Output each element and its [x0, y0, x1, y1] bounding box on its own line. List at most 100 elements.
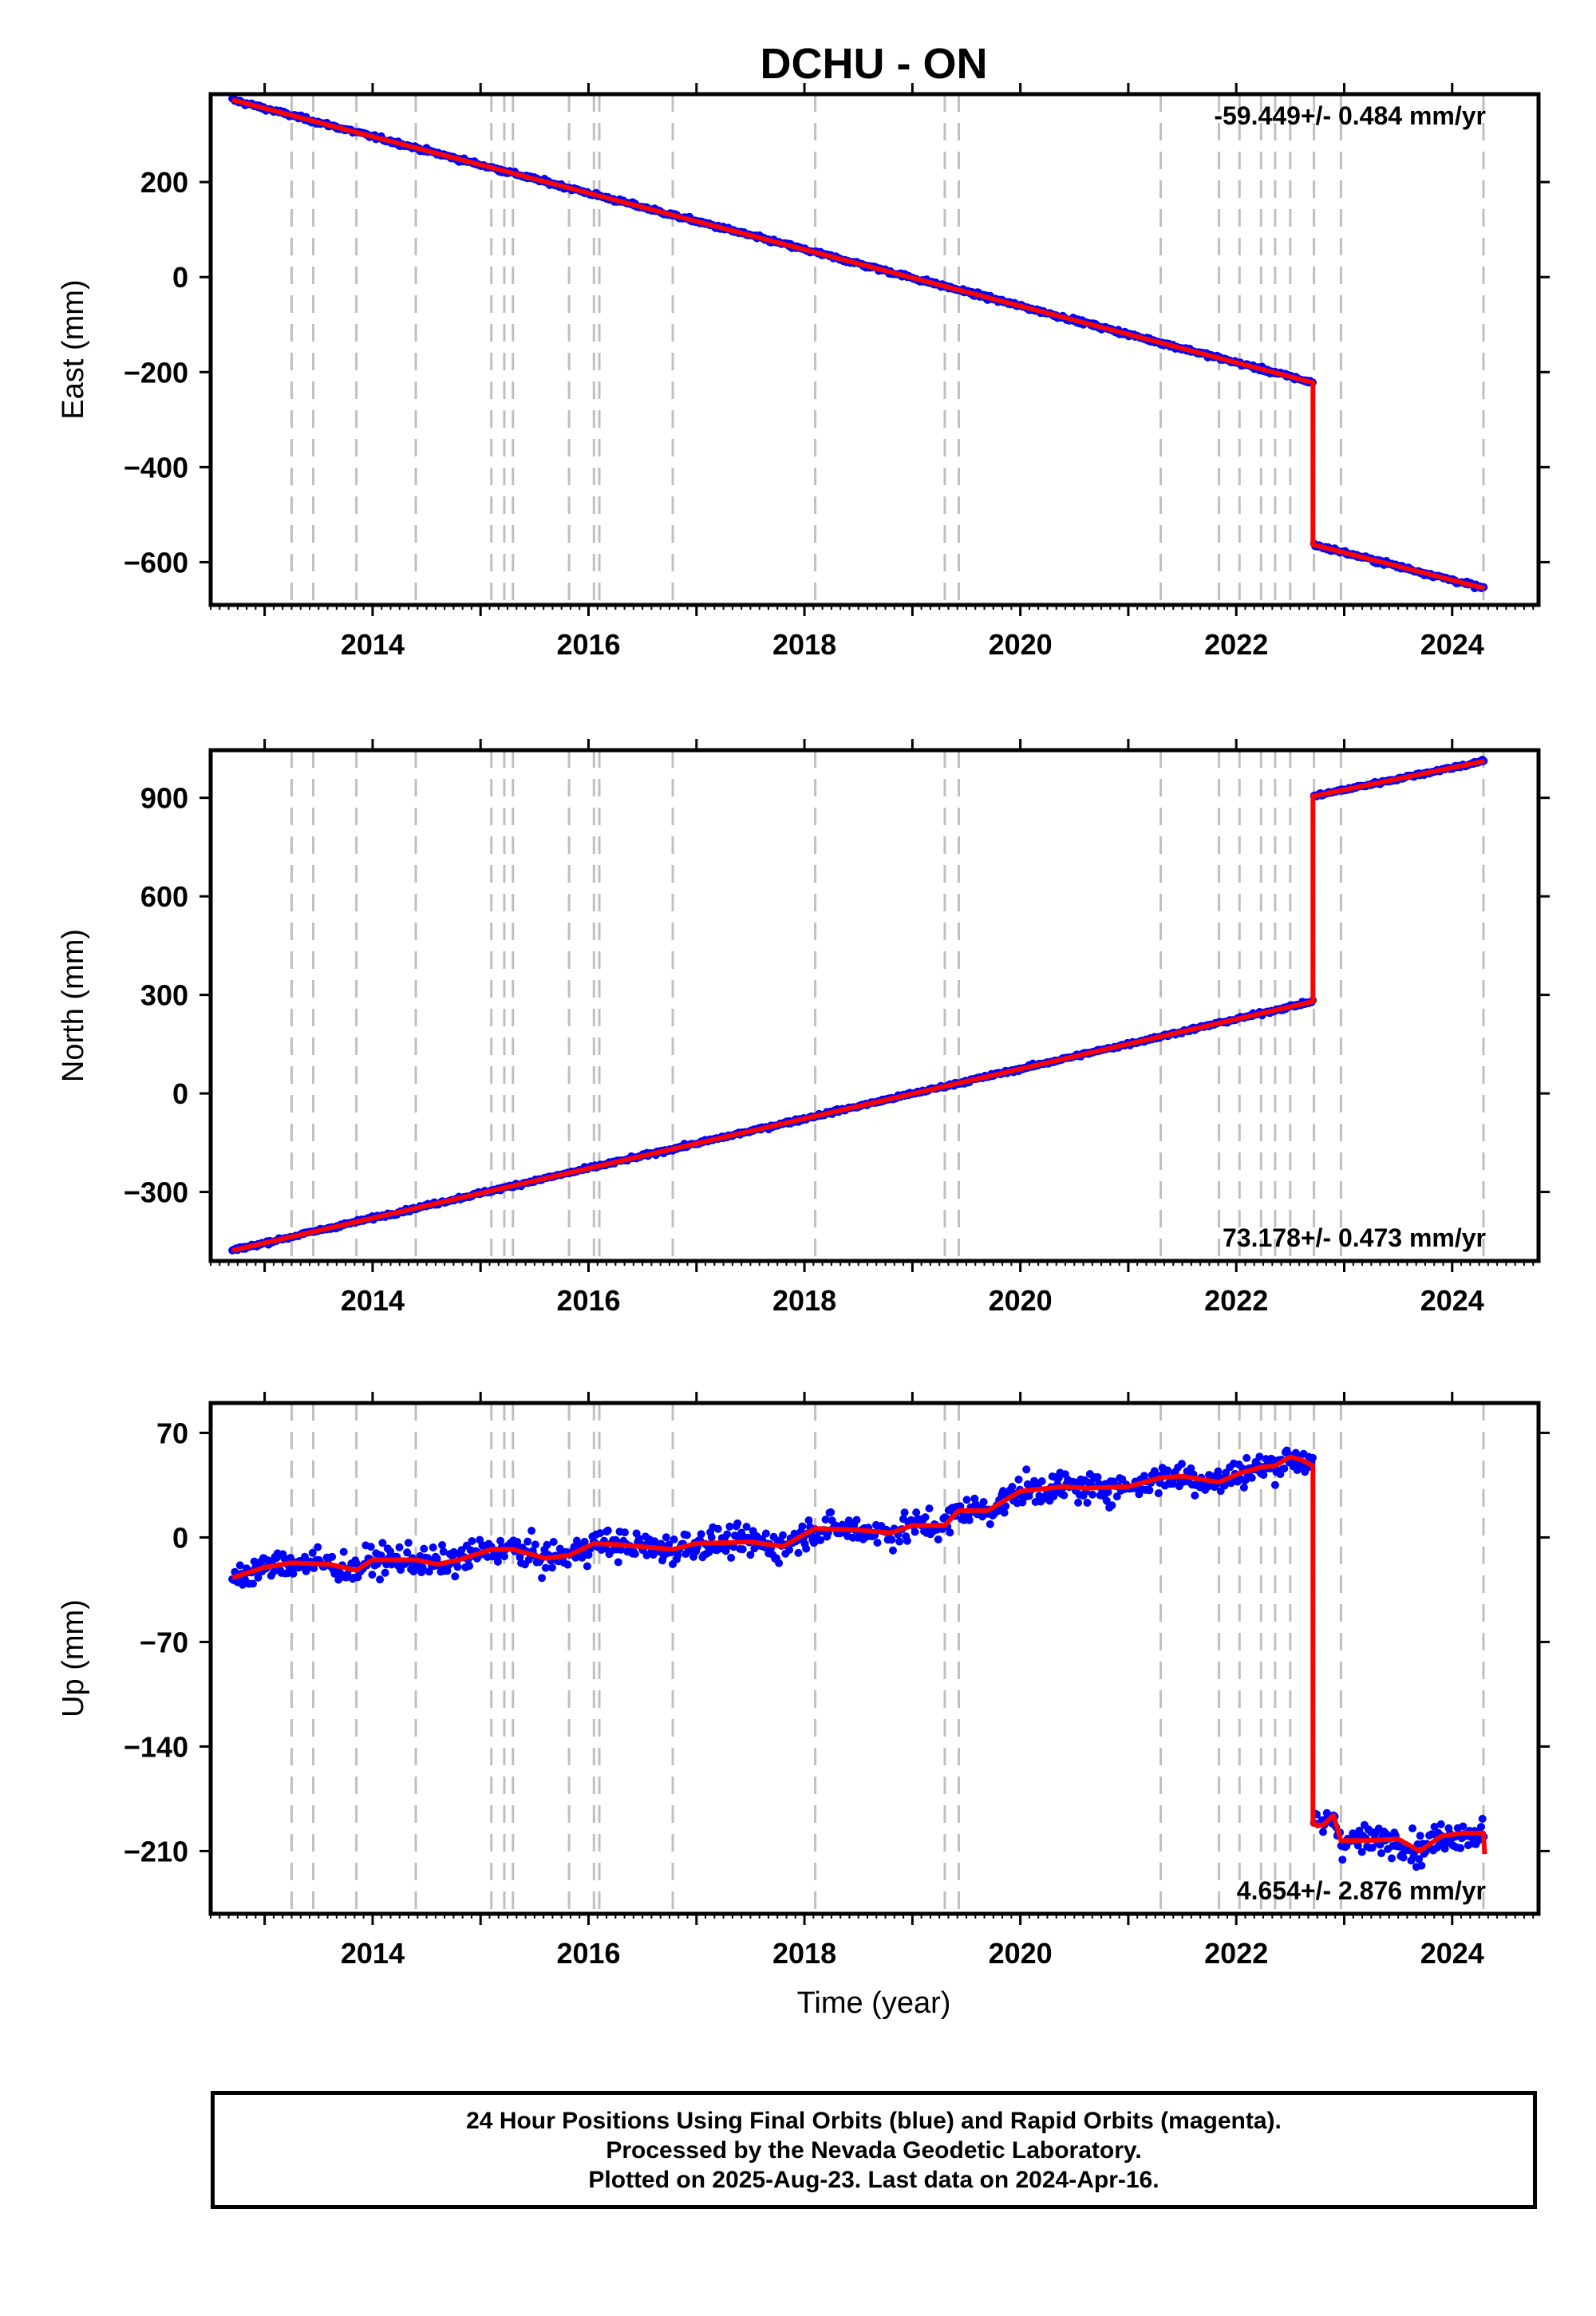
- obs-point-up: [1001, 1502, 1010, 1511]
- obs-point-up: [1008, 1483, 1017, 1491]
- x-tick-label-up: 2022: [1204, 1937, 1268, 1970]
- obs-point-up: [911, 1528, 919, 1536]
- obs-point-up: [785, 1546, 794, 1554]
- obs-point-up: [670, 1535, 678, 1543]
- obs-point-up: [527, 1527, 536, 1535]
- obs-point-up: [1353, 1841, 1362, 1850]
- obs-point-up: [1083, 1499, 1092, 1507]
- fit-line-north: [231, 758, 1486, 1253]
- x-tick-label-up: 2016: [556, 1937, 620, 1970]
- obs-point-up: [895, 1537, 904, 1546]
- obs-point-up: [451, 1572, 460, 1581]
- obs-point-up: [235, 1561, 244, 1570]
- obs-point-up: [352, 1559, 361, 1568]
- obs-point-up: [580, 1537, 589, 1546]
- obs-point-up: [1074, 1498, 1083, 1507]
- y-tick-label-east: −600: [124, 546, 188, 579]
- obs-point-up: [934, 1535, 942, 1543]
- obs-point-up: [1430, 1823, 1439, 1831]
- obs-point-up: [617, 1545, 626, 1554]
- y-tick-label-up: −70: [140, 1626, 188, 1658]
- obs-point-up: [1222, 1468, 1231, 1477]
- obs-point-up: [727, 1554, 736, 1562]
- x-tick-label-up: 2018: [772, 1937, 836, 1970]
- obs-point-up: [404, 1539, 413, 1547]
- obs-point-up: [453, 1563, 462, 1571]
- obs-point-up: [596, 1529, 605, 1538]
- obs-point-up: [1088, 1490, 1096, 1499]
- x-tick-label-east: 2018: [772, 628, 836, 661]
- obs-point-up: [889, 1546, 897, 1555]
- obs-point-up: [543, 1540, 551, 1549]
- panel-east: 2014 2016 2018 2020 2022 2024 200 0 −200 −400 −600…: [57, 83, 1550, 661]
- obs-point-up: [249, 1579, 257, 1588]
- y-tick-label-up: −210: [124, 1835, 188, 1867]
- panels: 2014 2016 2018 2020 2022 2024 200 0 −200 −400 −600…: [57, 83, 1550, 1970]
- x-tick-label-east: 2014: [341, 628, 405, 661]
- x-tick-label-up: 2014: [341, 1937, 405, 1970]
- obs-point-up: [1436, 1820, 1445, 1828]
- obs-point-up: [1319, 1828, 1327, 1836]
- obs-point-up: [1247, 1473, 1256, 1482]
- footer-info-box: 24 Hour Positions Using Final Orbits (bl…: [211, 2091, 1537, 2209]
- obs-point-up: [403, 1548, 412, 1557]
- obs-point-up: [682, 1531, 691, 1539]
- obs-point-up: [630, 1550, 639, 1558]
- obs-point-up: [513, 1538, 522, 1546]
- obs-point-up: [254, 1573, 263, 1582]
- obs-point-up: [1214, 1467, 1223, 1476]
- chart-title: DCHU - ON: [760, 40, 988, 88]
- x-tick-label-north: 2024: [1420, 1284, 1484, 1317]
- obs-point-up: [790, 1529, 799, 1538]
- obs-point-up: [729, 1543, 738, 1551]
- fit-line-up: [231, 1454, 1487, 1855]
- obs-point-up: [804, 1516, 813, 1524]
- obs-point-up: [1255, 1452, 1264, 1461]
- obs-point-up: [1145, 1486, 1154, 1495]
- y-tick-label-north: 600: [140, 880, 188, 913]
- obs-point-up: [707, 1533, 716, 1542]
- y-tick-label-east: −200: [124, 356, 188, 389]
- obs-point-up: [523, 1537, 532, 1546]
- obs-point-up: [289, 1569, 298, 1578]
- obs-point-up: [746, 1551, 755, 1559]
- obs-point-up: [1417, 1861, 1426, 1870]
- obs-point-up: [1168, 1480, 1177, 1488]
- obs-point-up: [1191, 1491, 1199, 1500]
- obs-point-up: [468, 1537, 476, 1545]
- obs-point-up: [611, 1535, 620, 1544]
- x-tick-label-north: 2022: [1204, 1284, 1268, 1317]
- y-tick-label-up: 70: [156, 1417, 188, 1449]
- obs-point-up: [541, 1563, 550, 1572]
- obs-point-up: [649, 1551, 658, 1559]
- obs-point-up: [500, 1552, 508, 1561]
- obs-point-up: [531, 1540, 539, 1549]
- obs-point-up: [366, 1543, 375, 1551]
- obs-point-up: [1037, 1477, 1046, 1485]
- obs-point-up: [376, 1575, 385, 1584]
- obs-point-up: [465, 1562, 474, 1571]
- panel-north: 2014 2016 2018 2020 2022 2024 900 600 300 0 −300 No…: [57, 739, 1550, 1317]
- obs-point-up: [912, 1508, 921, 1517]
- obs-point-up: [328, 1552, 337, 1561]
- obs-point-up: [381, 1568, 389, 1577]
- y-axis-label-east: East (mm): [57, 279, 90, 419]
- obs-point-up: [614, 1558, 622, 1567]
- y-tick-label-east: 200: [140, 166, 188, 199]
- y-tick-label-north: 0: [172, 1077, 188, 1110]
- obs-point-up: [1154, 1489, 1163, 1498]
- obs-point-up: [1093, 1472, 1102, 1481]
- obs-point-up: [921, 1513, 930, 1522]
- obs-point-up: [1104, 1488, 1112, 1496]
- obs-point-up: [725, 1522, 734, 1531]
- y-tick-label-east: 0: [172, 261, 188, 294]
- plot-area-up: [228, 1403, 1488, 1914]
- fit-line-east: [231, 97, 1486, 591]
- rate-label-up: 4.654+/- 2.876 mm/yr: [1237, 1876, 1486, 1905]
- obs-point-up: [1242, 1453, 1251, 1462]
- obs-point-up: [775, 1559, 784, 1567]
- obs-point-up: [563, 1560, 572, 1569]
- x-tick-label-north: 2016: [556, 1284, 620, 1317]
- x-axis-label: Time (year): [797, 1986, 951, 2020]
- x-tick-label-east: 2020: [989, 628, 1053, 661]
